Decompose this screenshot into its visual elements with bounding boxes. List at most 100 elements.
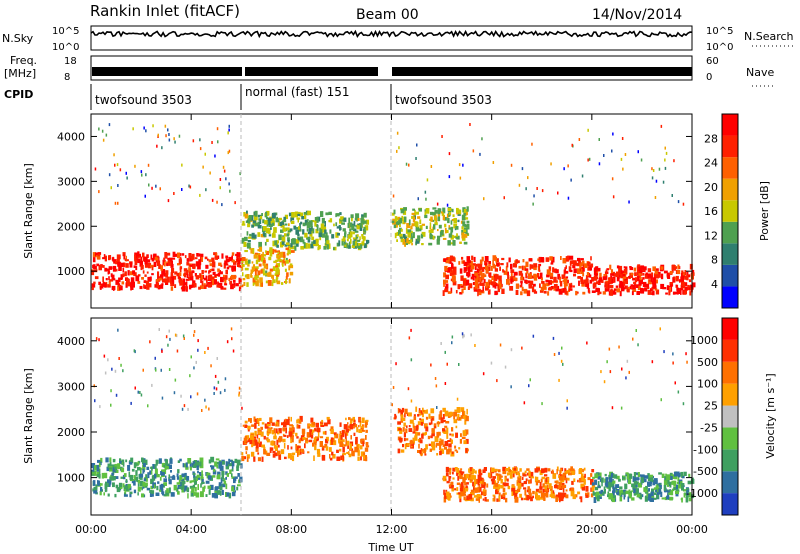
power-echo-cell xyxy=(98,190,100,194)
power-echo-cell xyxy=(277,222,281,227)
power-echo-cell xyxy=(465,217,469,220)
velocity-echo-cell xyxy=(189,374,191,378)
velocity-echo-cell xyxy=(414,431,418,438)
power-echo-cell xyxy=(526,290,531,297)
power-echo-cell xyxy=(282,262,284,267)
velocity-echo-cell xyxy=(355,441,358,445)
velocity-echo-cell xyxy=(527,486,530,492)
power-echo-cell xyxy=(395,218,398,222)
power-echo-cell xyxy=(397,216,401,220)
velocity-echo-cell xyxy=(544,474,548,477)
power-echo-cell xyxy=(338,240,341,246)
velocity-echo-cell xyxy=(580,496,583,503)
velocity-echo-cell xyxy=(252,438,256,444)
power-echo-cell xyxy=(459,176,462,180)
power-echo-cell xyxy=(234,201,236,205)
velocity-echo-cell xyxy=(463,496,466,501)
power-echo-cell xyxy=(646,286,650,289)
power-echo-cell xyxy=(280,229,284,233)
power-echo-cell xyxy=(615,271,620,278)
velocity-echo-cell xyxy=(207,475,212,480)
power-echo-cell xyxy=(527,176,529,180)
power-echo-cell xyxy=(421,223,425,226)
velocity-echo-cell xyxy=(514,490,519,493)
power-echo-cell xyxy=(191,284,195,288)
power-echo-cell xyxy=(407,232,411,238)
velocity-echo-cell xyxy=(264,423,269,429)
power-echo-cell xyxy=(572,285,575,288)
velocity-echo-cell xyxy=(173,484,177,491)
velocity-echo-cell xyxy=(446,427,449,434)
velocity-echo-cell xyxy=(608,487,611,492)
power-echo-cell xyxy=(580,281,584,284)
velocity-echo-cell xyxy=(688,497,692,502)
power-echo-cell xyxy=(241,237,245,244)
velocity-echo-cell xyxy=(627,478,632,485)
power-echo-cell xyxy=(485,265,489,271)
velocity-echo-cell xyxy=(590,487,592,492)
power-echo-cell xyxy=(416,221,419,228)
power-echo-cell xyxy=(432,235,435,240)
velocity-echo-cell xyxy=(168,464,172,469)
power-echo-cell xyxy=(481,256,484,262)
power-echo-cell xyxy=(576,262,580,267)
velocity-echo-cell xyxy=(661,497,665,500)
power-echo-cell xyxy=(691,269,695,274)
velocity-echo-cell xyxy=(634,483,636,489)
velocity-echo-cell xyxy=(482,498,485,501)
velocity-echo-cell xyxy=(586,341,588,345)
velocity-echo-cell xyxy=(201,481,205,484)
power-echo-cell xyxy=(227,131,229,135)
power-echo-cell xyxy=(397,222,401,226)
power-echo-cell xyxy=(92,252,96,258)
power-echo-cell xyxy=(612,132,614,136)
velocity-colorbar-tick: 100 xyxy=(697,378,718,391)
velocity-echo-cell xyxy=(450,439,453,444)
x-tick-label: 04:00 xyxy=(175,523,207,536)
velocity-echo-cell xyxy=(137,486,141,492)
power-echo-cell xyxy=(441,212,445,216)
power-echo-cell xyxy=(109,255,112,260)
velocity-echo-cell xyxy=(254,418,257,423)
velocity-echo-cell xyxy=(539,496,544,500)
power-echo-cell xyxy=(324,243,329,248)
power-echo-cell xyxy=(285,259,289,264)
power-echo-cell xyxy=(686,271,689,277)
power-echo-cell xyxy=(254,269,257,276)
velocity-echo-cell xyxy=(659,327,661,331)
velocity-echo-cell xyxy=(201,409,203,412)
power-echo-cell xyxy=(236,262,241,267)
velocity-echo-cell xyxy=(360,456,362,461)
power-echo-cell xyxy=(405,228,408,234)
power-echo-cell xyxy=(126,278,130,284)
power-echo-cell xyxy=(595,266,599,271)
power-echo-cell xyxy=(495,256,497,263)
power-echo-cell xyxy=(541,281,545,284)
velocity-echo-cell xyxy=(458,447,461,450)
power-echo-cell xyxy=(255,280,259,287)
velocity-echo-cell xyxy=(342,456,345,461)
velocity-echo-cell xyxy=(333,440,337,446)
power-echo-cell xyxy=(281,221,285,227)
velocity-echo-cell xyxy=(117,463,121,469)
velocity-echo-cell xyxy=(434,377,437,380)
velocity-echo-cell xyxy=(277,437,281,443)
power-echo-cell xyxy=(621,137,624,140)
power-echo-cell xyxy=(124,271,127,277)
power-echo-cell xyxy=(594,272,598,277)
velocity-echo-cell xyxy=(577,479,579,483)
velocity-echo-cell xyxy=(457,413,460,420)
velocity-echo-cell xyxy=(560,496,564,502)
power-echo-cell xyxy=(157,284,161,290)
velocity-echo-cell xyxy=(116,487,121,493)
velocity-echo-cell xyxy=(527,479,531,484)
power-echo-cell xyxy=(304,219,309,226)
power-echo-cell xyxy=(644,287,648,292)
power-echo-cell xyxy=(246,231,249,236)
power-echo-cell xyxy=(433,224,436,230)
velocity-echo-cell xyxy=(580,483,585,489)
velocity-echo-cell xyxy=(480,477,484,481)
power-echo-cell xyxy=(669,286,671,293)
velocity-echo-cell xyxy=(179,475,183,480)
power-echo-cell xyxy=(282,219,287,223)
